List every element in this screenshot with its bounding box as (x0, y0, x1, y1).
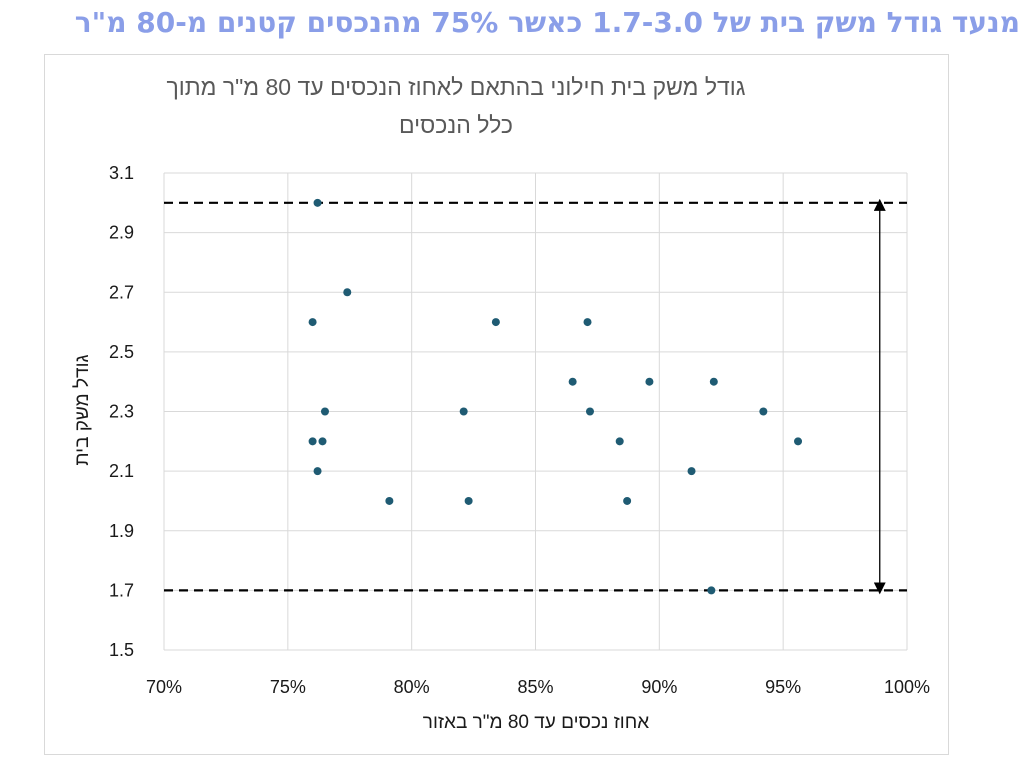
y-tick-label: 2.9 (109, 223, 134, 243)
data-point (308, 318, 317, 327)
y-tick-label: 2.7 (109, 282, 134, 302)
x-axis-title: אחוז נכסים עד 80 מ"ר באזור (423, 712, 649, 733)
data-point (615, 437, 624, 446)
data-point (313, 467, 322, 476)
y-tick-label: 3.1 (109, 163, 134, 183)
data-point (687, 467, 696, 476)
y-tick-label: 1.9 (109, 521, 134, 541)
data-point (464, 496, 473, 505)
data-point (759, 407, 768, 416)
x-tick-label: 80% (394, 677, 430, 697)
chart-title-line: כלל הנכסים (399, 112, 513, 138)
x-tick-label: 85% (517, 677, 553, 697)
data-point (308, 437, 317, 446)
x-tick-label: 90% (641, 677, 677, 697)
data-point (568, 377, 577, 386)
data-point (794, 437, 803, 446)
data-point (491, 318, 500, 327)
data-point (707, 586, 716, 595)
chart-frame (44, 54, 949, 755)
data-point (459, 407, 468, 416)
y-tick-label: 2.5 (109, 342, 134, 362)
y-axis-title: גודל משק בית (72, 354, 93, 465)
data-point (385, 496, 394, 505)
y-tick-label: 2.3 (109, 402, 134, 422)
data-point (583, 318, 592, 327)
y-tick-label: 1.5 (109, 640, 134, 660)
headline: מנעד גודל משק בית של 1.7-3.0 כאשר 75% מה… (74, 6, 1020, 39)
data-point (318, 437, 327, 446)
data-point (320, 407, 329, 416)
data-point (645, 377, 654, 386)
x-tick-label: 95% (765, 677, 801, 697)
x-tick-label: 100% (884, 677, 930, 697)
y-tick-label: 1.7 (109, 580, 134, 600)
x-tick-label: 70% (146, 677, 182, 697)
data-point (343, 288, 352, 297)
y-tick-label: 2.1 (109, 461, 134, 481)
chart-title-line: גודל משק בית חילוני בהתאם לאחוז הנכסים ע… (166, 74, 745, 100)
data-point (585, 407, 594, 416)
data-point (623, 496, 632, 505)
data-point (313, 198, 322, 207)
x-tick-label: 75% (270, 677, 306, 697)
data-point (709, 377, 718, 386)
